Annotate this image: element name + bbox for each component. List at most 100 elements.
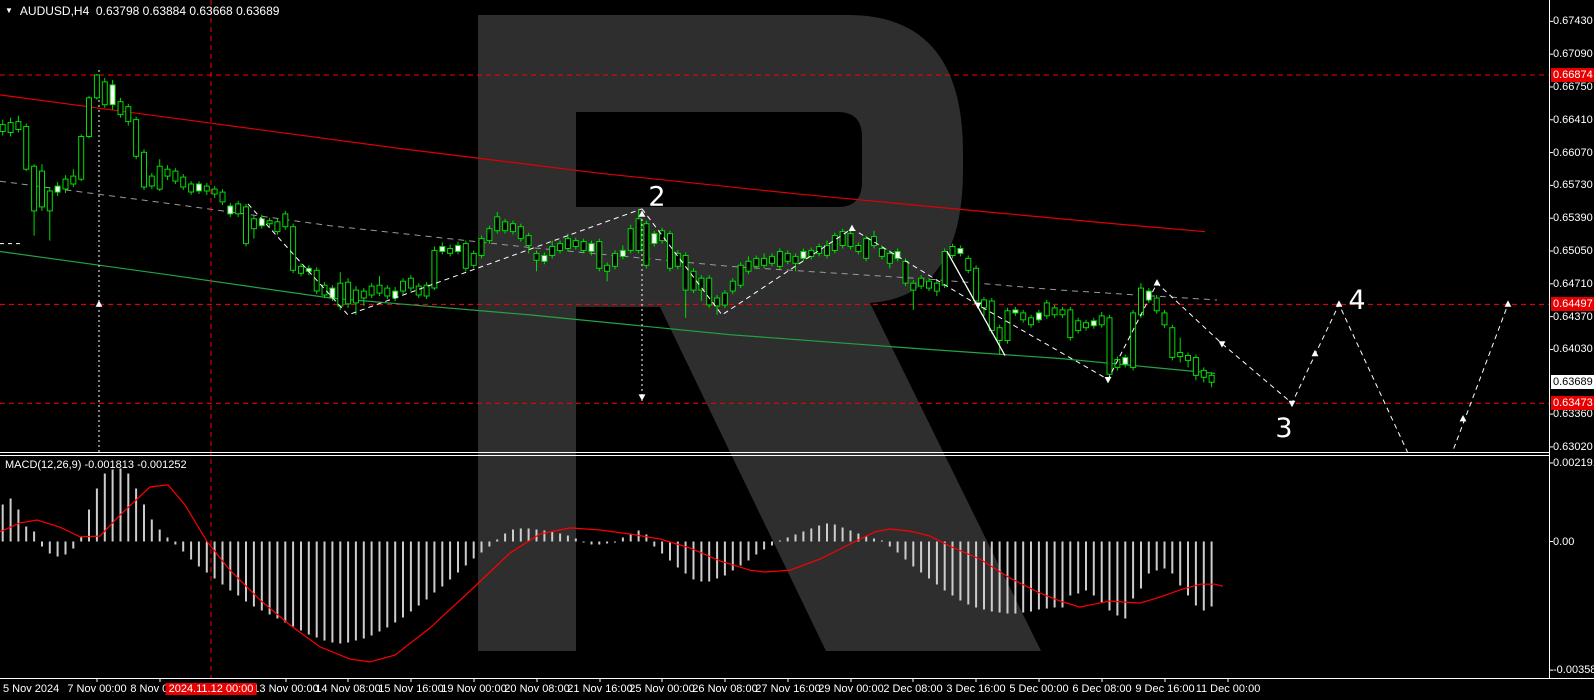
macd-histogram-bar (920, 541, 923, 573)
main-chart-plot: 2 3 4 (0, 70, 1549, 452)
candle-body (988, 300, 995, 332)
price-axis-label[interactable]: 0.64710 (1553, 277, 1593, 290)
candle-body (784, 252, 791, 262)
time-axis-label[interactable]: 5 Nov 2024 (3, 683, 60, 695)
price-axis-label[interactable]: 0.64370 (1553, 310, 1593, 323)
alert-price-label[interactable]: 0.66874 (1551, 68, 1594, 82)
wave-arrow-marker (1288, 400, 1296, 408)
price-axis-label[interactable]: 0.65730 (1553, 179, 1593, 192)
candle-body (455, 245, 461, 252)
candle-body (407, 277, 414, 289)
time-axis-label[interactable]: 19 Nov 00:00 (441, 683, 507, 695)
time-axis-label[interactable]: 27 Nov 16:00 (755, 683, 821, 695)
price-axis-label[interactable]: 0.67430 (1553, 15, 1593, 28)
alert-price-label[interactable]: 0.64497 (1551, 297, 1594, 312)
candle-body (478, 238, 485, 257)
price-axis-label[interactable]: 0.63020 (1553, 440, 1593, 453)
macd-histogram-bar (260, 541, 263, 611)
macd-histogram-bar (111, 469, 114, 542)
candle-body (70, 175, 77, 185)
candle-body (93, 74, 100, 99)
candle-body (761, 257, 768, 266)
candle-body (996, 327, 1003, 342)
price-axis-label[interactable]: 0.65050 (1553, 245, 1593, 258)
macd-histogram-bar (135, 488, 138, 542)
time-axis-label[interactable]: 6 Dec 08:00 (1072, 683, 1132, 695)
macd-histogram-bar (1006, 541, 1009, 614)
candle-body (596, 241, 603, 269)
macd-axis-label[interactable]: 0.00 (1553, 535, 1575, 548)
macd-axis-label[interactable]: -0.003588 (1553, 664, 1594, 677)
macd-histogram-bar (1030, 541, 1032, 612)
candle-body (337, 282, 344, 307)
candle-body (195, 183, 202, 192)
candle-body (86, 97, 92, 138)
macd-histogram-bar (370, 541, 373, 636)
macd-histogram-bar (449, 541, 452, 580)
candle-body (1098, 315, 1105, 326)
candle-body (352, 289, 359, 304)
candle-body (486, 228, 493, 242)
candle-body (439, 246, 446, 252)
time-axis-label[interactable]: 3 Dec 16:00 (946, 683, 1006, 695)
alert-price-label[interactable]: 0.63473 (1551, 396, 1594, 411)
time-axis-label[interactable]: 2 Dec 08:00 (883, 683, 943, 695)
wave-arrow-marker (638, 394, 646, 401)
time-axis-label[interactable]: 11 Dec 00:00 (1195, 683, 1261, 695)
macd-histogram-bar (425, 541, 428, 600)
price-axis-label[interactable]: 0.66410 (1553, 113, 1593, 126)
wave-number-label: 3 (1275, 413, 1292, 444)
time-axis-label[interactable]: 15 Nov 16:00 (378, 683, 444, 695)
candle-body (164, 168, 171, 177)
macd-histogram-bar (590, 541, 593, 545)
price-axis-label[interactable]: 0.66750 (1553, 80, 1593, 93)
macd-histogram-bar (307, 541, 310, 635)
macd-histogram-bar (778, 540, 781, 542)
macd-histogram-bar (64, 541, 67, 555)
candle-body (172, 170, 179, 182)
macd-histogram-bar (1147, 541, 1150, 574)
price-axis-label[interactable]: 0.63360 (1553, 408, 1593, 421)
macd-axis-label[interactable]: 0.002191 (1553, 456, 1594, 469)
macd-histogram-bar (833, 524, 836, 542)
macd-histogram-bar (17, 509, 20, 542)
candle-body (219, 191, 226, 203)
macd-histogram-bar (41, 541, 43, 547)
price-axis-label[interactable]: 0.64030 (1553, 343, 1593, 356)
macd-histogram-bar (519, 528, 522, 542)
time-axis-label[interactable]: 5 Dec 00:00 (1009, 683, 1069, 695)
macd-histogram-bar (951, 541, 954, 596)
candle-body (1106, 317, 1113, 375)
symbol-dropdown-icon[interactable]: ▼ (5, 6, 13, 15)
macd-histogram-bar (888, 541, 891, 547)
time-axis-label[interactable]: 14 Nov 08:00 (315, 683, 381, 695)
price-axis-label[interactable]: 0.66070 (1553, 146, 1593, 159)
time-axis-label[interactable]: 7 Nov 00:00 (67, 683, 127, 695)
candle-body (871, 236, 877, 247)
time-axis-label[interactable]: 26 Nov 08:00 (692, 683, 758, 695)
candle-body (23, 126, 30, 170)
macd-histogram-bar (48, 541, 51, 554)
macd-histogram-bar (245, 541, 247, 602)
candle-body (1004, 310, 1011, 341)
time-axis-label[interactable]: 13 Nov 00:00 (253, 683, 319, 695)
macd-histogram-bar (708, 541, 711, 582)
macd-histogram-bar (237, 541, 240, 596)
price-axis-label[interactable]: 0.65390 (1553, 212, 1593, 225)
candle-body (910, 282, 917, 291)
macd-histogram-bar (229, 541, 232, 591)
time-axis-label[interactable]: 20 Nov 08:00 (504, 683, 570, 695)
time-axis-label[interactable]: 25 Nov 00:00 (629, 683, 695, 695)
time-axis-label[interactable]: 9 Dec 16:00 (1135, 683, 1195, 695)
macd-histogram-bar (676, 541, 679, 568)
time-axis-label[interactable]: 29 Nov 00:00 (818, 683, 884, 695)
candle-body (1020, 312, 1027, 321)
time-axis-label[interactable]: 21 Nov 16:00 (567, 683, 633, 695)
candle-body (447, 248, 454, 254)
current-price-label[interactable]: 0.63689 (1551, 375, 1594, 390)
candle-body (360, 290, 367, 299)
price-axis-label[interactable]: 0.67090 (1553, 48, 1593, 61)
macd-histogram-bar (1085, 541, 1087, 591)
highlighted-date-label[interactable]: 2024.11.12 00:00 (165, 683, 257, 695)
